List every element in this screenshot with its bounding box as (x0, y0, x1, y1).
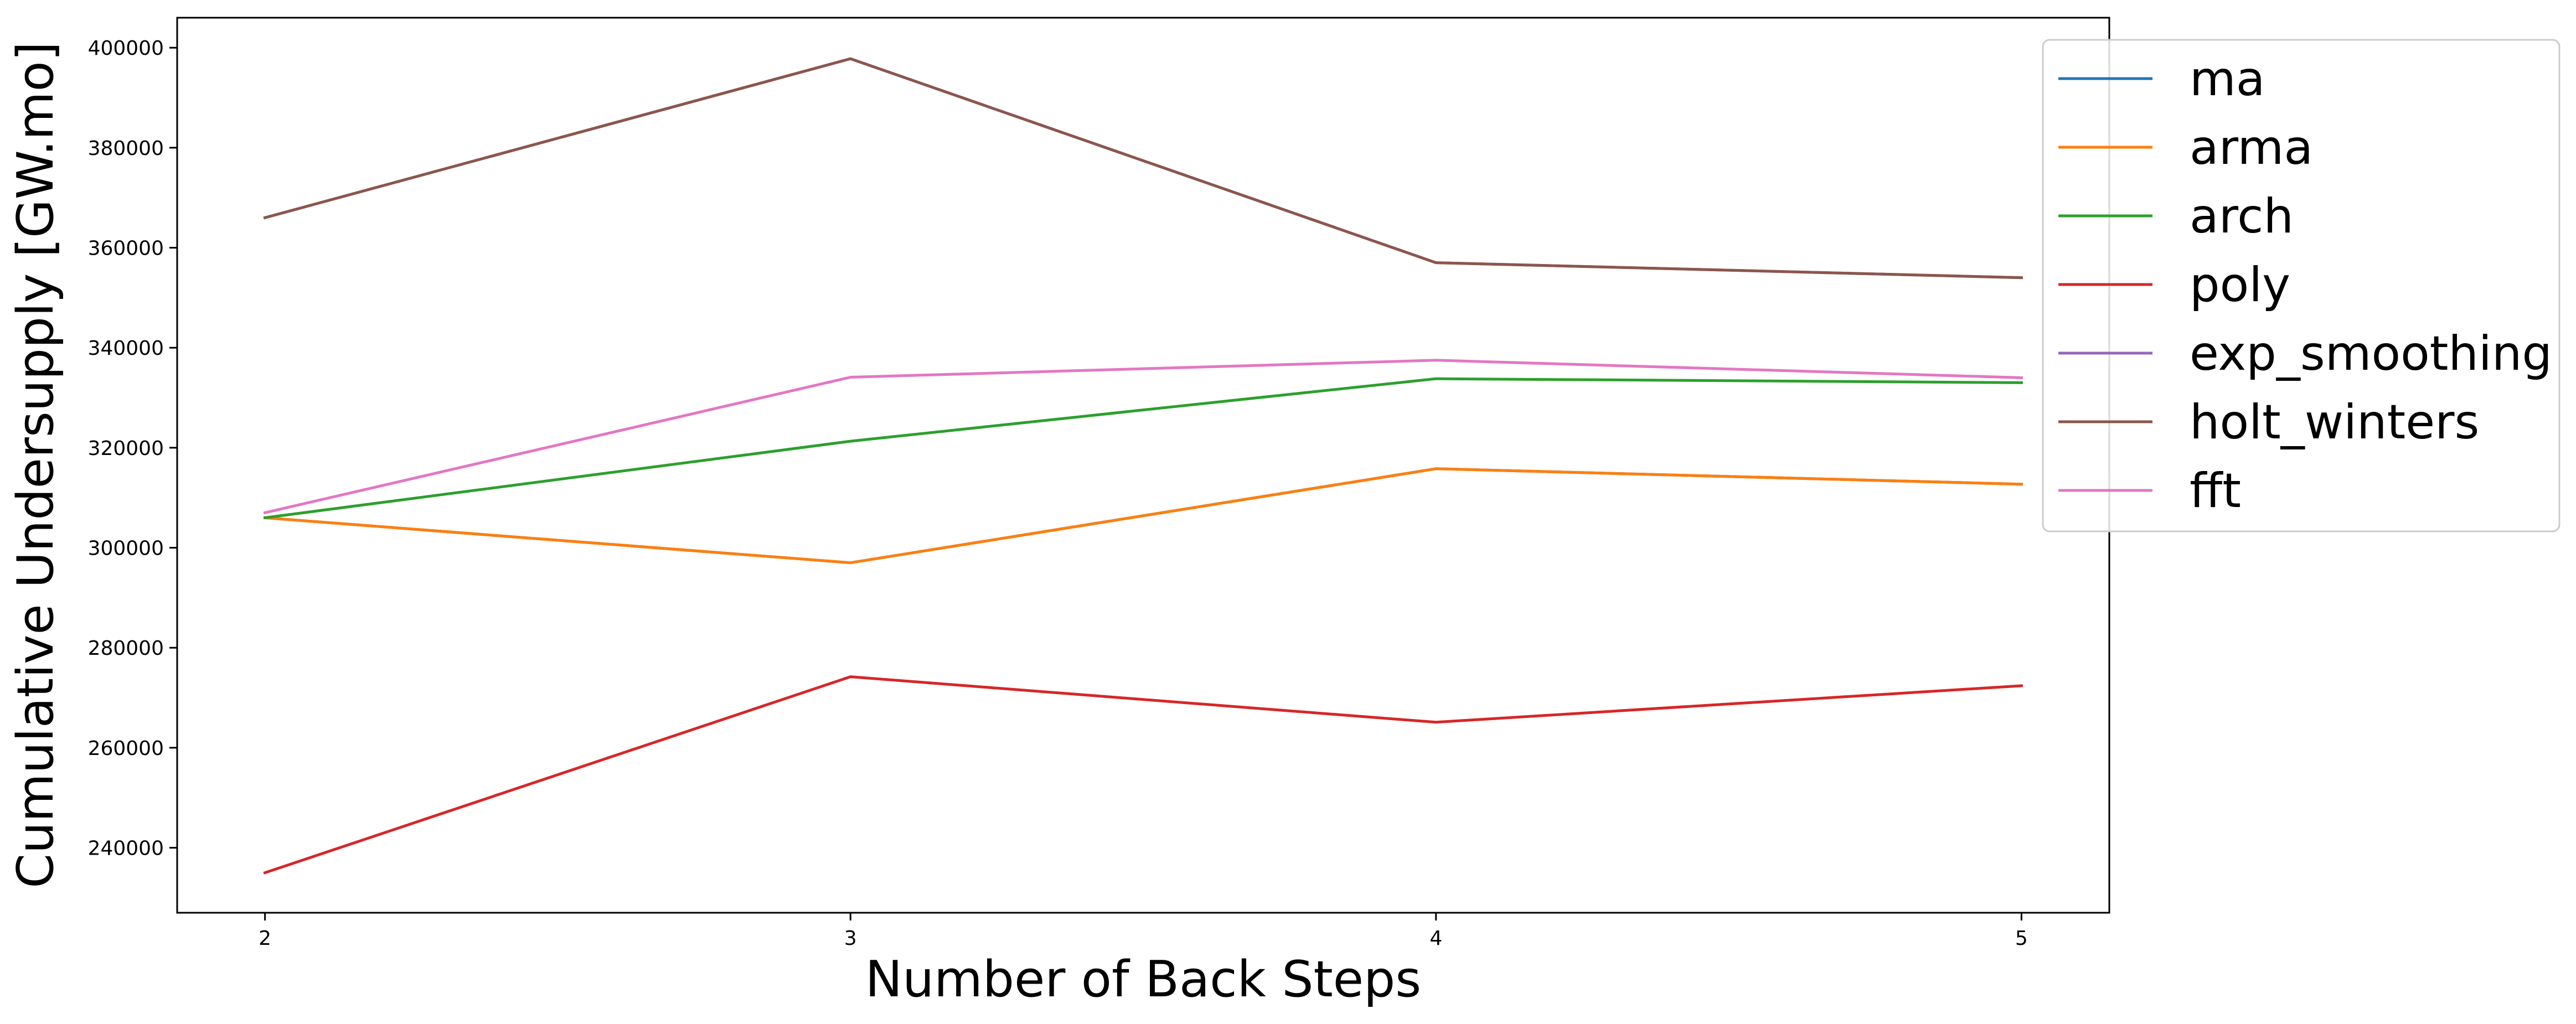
y-tick-label: 320000 (88, 437, 164, 460)
series-line-poly (263, 675, 2023, 875)
x-tick-label: 2 (259, 927, 271, 950)
y-axis-title: Cumulative Undersupply [GW.mo] (7, 42, 65, 888)
legend-label-arch: arch (2190, 189, 2294, 244)
series-line-arma (263, 467, 2023, 565)
legend-label-poly: poly (2190, 257, 2290, 313)
y-tick-label: 280000 (88, 637, 164, 660)
y-tick-label: 240000 (88, 837, 164, 860)
x-axis: 2 3 4 5 (259, 913, 2028, 950)
series-line-fft (263, 359, 2023, 515)
series-line-arch (263, 377, 2023, 520)
x-tick-label: 4 (1429, 927, 1442, 950)
y-tick-label: 300000 (88, 537, 164, 560)
x-tick-label: 5 (2015, 927, 2028, 950)
legend-label-arma: arma (2190, 120, 2313, 175)
x-tick-label: 3 (844, 927, 857, 950)
y-tick-label: 380000 (88, 137, 164, 160)
y-tick-label: 260000 (88, 737, 164, 760)
legend-label-holt-winters: holt_winters (2190, 395, 2479, 450)
legend: ma arma arch poly exp_smoothing holt_wintersf… (2042, 39, 2560, 532)
legend-label-ma: ma (2190, 51, 2265, 107)
legend-box (2042, 39, 2560, 532)
x-axis-title: Number of Back Steps (865, 950, 1421, 1009)
legend-label-exp-smoothing: exp_smoothing (2190, 326, 2552, 381)
y-tick-label: 340000 (88, 337, 164, 360)
y-axis: 240000 260000 280000 300000 320000 340000 3600… (88, 37, 177, 860)
legend-label-fft: fft (2190, 463, 2241, 519)
y-tick-label: 400000 (88, 37, 164, 60)
series-line-holt-winters (263, 57, 2023, 280)
y-tick-label: 360000 (88, 237, 164, 260)
plot-area (263, 57, 2023, 875)
